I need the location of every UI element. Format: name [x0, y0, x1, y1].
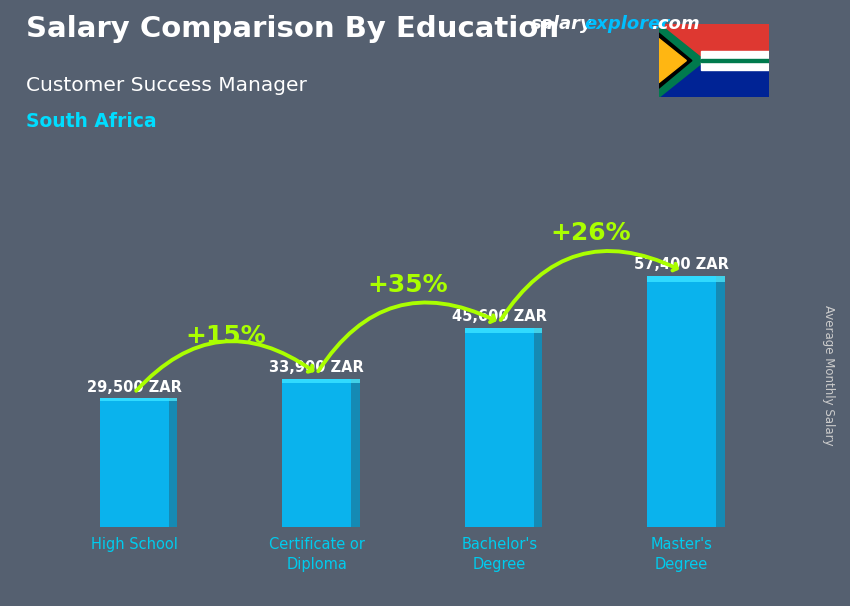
- Text: 29,500 ZAR: 29,500 ZAR: [87, 379, 182, 395]
- Text: salary: salary: [531, 15, 593, 33]
- Text: Salary Comparison By Education: Salary Comparison By Education: [26, 15, 558, 43]
- Text: South Africa: South Africa: [26, 112, 156, 131]
- FancyArrowPatch shape: [136, 341, 313, 391]
- Text: +15%: +15%: [185, 324, 266, 348]
- Text: 45,600 ZAR: 45,600 ZAR: [452, 309, 547, 324]
- Text: +26%: +26%: [550, 221, 631, 245]
- Polygon shape: [659, 24, 705, 98]
- Bar: [717, 276, 725, 527]
- Bar: [169, 398, 178, 527]
- Polygon shape: [659, 39, 686, 82]
- Text: Average Monthly Salary: Average Monthly Salary: [822, 305, 836, 446]
- FancyArrowPatch shape: [318, 302, 495, 371]
- Bar: [534, 328, 542, 333]
- Bar: [351, 379, 360, 527]
- Bar: [717, 276, 725, 282]
- Bar: [659, 61, 769, 98]
- Polygon shape: [659, 33, 692, 88]
- Bar: [99, 398, 169, 401]
- Bar: [99, 398, 169, 527]
- Text: explorer: explorer: [585, 15, 670, 33]
- Bar: [647, 276, 717, 527]
- FancyArrowPatch shape: [501, 251, 677, 320]
- Bar: [351, 379, 360, 382]
- Bar: [169, 398, 178, 401]
- Text: Customer Success Manager: Customer Success Manager: [26, 76, 306, 95]
- Bar: [465, 328, 534, 527]
- Bar: [701, 62, 769, 70]
- Text: +35%: +35%: [368, 273, 448, 296]
- Bar: [465, 328, 534, 333]
- Bar: [659, 24, 769, 61]
- Bar: [282, 379, 351, 527]
- Bar: [701, 59, 769, 62]
- Text: .com: .com: [651, 15, 700, 33]
- Bar: [282, 379, 351, 382]
- Text: 57,400 ZAR: 57,400 ZAR: [634, 258, 729, 273]
- Bar: [647, 276, 717, 282]
- Text: 33,900 ZAR: 33,900 ZAR: [269, 361, 364, 375]
- Bar: [701, 52, 769, 59]
- Bar: [534, 328, 542, 527]
